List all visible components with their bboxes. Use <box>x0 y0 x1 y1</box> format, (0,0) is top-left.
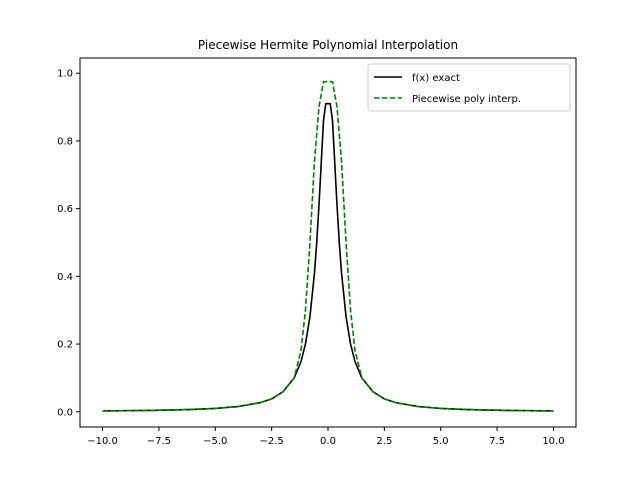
legend: f(x) exact Piecewise poly interp. <box>367 63 571 112</box>
x-tick-label: −2.5 <box>259 436 283 447</box>
x-tick-label: −7.5 <box>147 436 171 447</box>
legend-box <box>367 63 571 112</box>
x-tick-label: 0.0 <box>320 436 336 447</box>
x-tick-label: −5.0 <box>203 436 227 447</box>
x-tick-label: −10.0 <box>87 436 118 447</box>
y-tick-label: 1.0 <box>57 69 73 80</box>
legend-label-1: f(x) exact <box>412 73 460 84</box>
x-axis: −10.0 −7.5 −5.0 −2.5 0.0 2.5 5.0 7.5 10.0 <box>87 427 565 447</box>
y-axis: 0.0 0.2 0.4 0.6 0.8 1.0 <box>57 69 80 418</box>
y-tick-label: 0.6 <box>57 204 73 215</box>
axes-frame <box>79 57 577 428</box>
x-tick-label: 10.0 <box>542 436 564 447</box>
x-tick-label: 2.5 <box>376 436 392 447</box>
series-line-2 <box>102 80 554 412</box>
y-tick-label: 0.8 <box>57 136 73 147</box>
chart-title: Piecewise Hermite Polynomial Interpolati… <box>198 38 458 52</box>
x-tick-label: 7.5 <box>489 436 505 447</box>
y-tick-label: 0.4 <box>57 272 73 283</box>
plot-area <box>102 80 554 412</box>
legend-label-2: Piecewise poly interp. <box>412 94 521 105</box>
y-tick-label: 0.2 <box>57 340 73 351</box>
y-tick-label: 0.0 <box>57 407 73 418</box>
x-tick-label: 5.0 <box>433 436 449 447</box>
